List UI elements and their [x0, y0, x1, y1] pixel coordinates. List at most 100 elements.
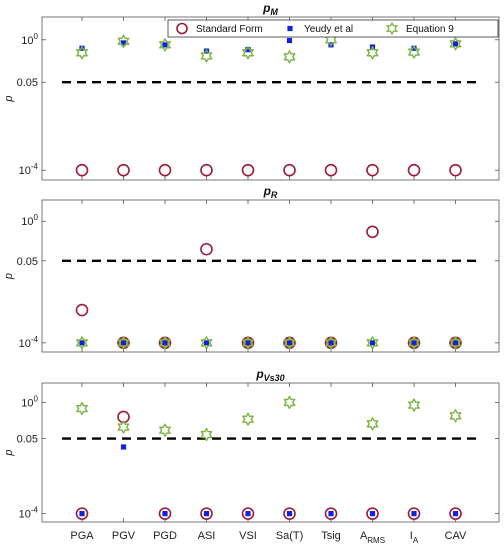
y-axis-label: p	[3, 273, 15, 280]
y-tick-label-base: 10	[21, 216, 33, 228]
panel-title-main: p	[263, 184, 271, 198]
equation9-point	[366, 46, 379, 60]
equation9-point	[76, 336, 88, 350]
y-tick-label-exponent: 0	[34, 394, 39, 403]
y-tick-label: 100	[21, 32, 38, 47]
yeudy-point	[162, 511, 168, 517]
plot-area	[41, 382, 500, 523]
equation9-point	[117, 34, 130, 48]
yeudy-point	[162, 42, 168, 48]
y-tick-label: 100	[21, 213, 38, 228]
equation9-point	[325, 336, 337, 350]
equation9-point	[408, 336, 420, 350]
equation9-point	[159, 38, 171, 52]
x-tick-label: Sa(T)	[276, 530, 304, 542]
yeudy-point	[452, 41, 459, 47]
legend-standard-form-marker	[176, 22, 188, 35]
x-tick-label-base: Tsig	[321, 530, 341, 542]
equation9-point	[449, 409, 462, 423]
x-tick-label: IA	[410, 530, 419, 545]
yeudy-point	[245, 511, 251, 517]
equation9-point	[159, 336, 171, 350]
equation9-point	[283, 395, 296, 410]
yeudy-point	[286, 340, 293, 346]
y-tick-label: 0.05	[17, 434, 38, 446]
panel-title-main: p	[262, 1, 270, 15]
yeudy-point	[120, 40, 127, 46]
x-tick-label: PGD	[153, 530, 177, 542]
yeudy-point	[245, 47, 251, 53]
equation9-point	[159, 423, 171, 437]
yeudy-point	[369, 511, 376, 517]
yeudy-point	[120, 444, 127, 450]
yeudy-point	[411, 340, 417, 346]
equation9-point	[200, 427, 213, 442]
yeudy-point	[286, 511, 293, 517]
x-tick-label-base: CAV	[445, 530, 467, 542]
y-tick-label-exponent: 0	[34, 32, 39, 41]
equation9-point	[283, 336, 296, 350]
y-tick-label: 100	[21, 394, 38, 409]
yeudy-point	[203, 511, 210, 517]
yeudy-point	[245, 340, 251, 346]
y-tick-label-base: 0.05	[17, 434, 38, 446]
y-tick-label-base: 10	[21, 35, 33, 47]
standard-form-point	[241, 163, 255, 177]
equation9-point	[117, 336, 130, 350]
x-tick-label: VSI	[239, 530, 257, 542]
yeudy-point	[452, 511, 459, 517]
standard-form-point	[158, 163, 172, 177]
yeudy-point	[411, 511, 417, 517]
x-tick-label-base: PGV	[112, 530, 136, 542]
panel-title: pVs30	[255, 367, 284, 383]
x-tick-label-base: VSI	[239, 530, 257, 542]
legend-entry-label: Yeudy et al	[304, 24, 353, 35]
equation9-point	[76, 46, 88, 60]
x-tick-label-base: A	[360, 530, 368, 542]
equation9-point	[408, 398, 420, 412]
standard-form-point	[449, 163, 462, 177]
yeudy-point	[286, 37, 293, 44]
equation9-point	[449, 37, 462, 51]
standard-form-point	[75, 163, 89, 177]
standard-form-point	[324, 163, 338, 177]
equation9-point	[117, 420, 130, 434]
yeudy-point	[79, 511, 85, 517]
panel-title-subscript: Vs30	[264, 373, 285, 383]
y-tick-label: 10-4	[19, 506, 39, 521]
legend-yeudy-marker	[287, 25, 293, 32]
x-tick-label-base: PGA	[70, 530, 94, 542]
legend-entry-label: Equation 9	[406, 24, 454, 35]
yeudy-point	[203, 340, 210, 346]
equation9-point	[283, 50, 296, 64]
legend: Standard Form Yeudy et al Equation 9	[167, 19, 499, 38]
panel-title-subscript: M	[270, 7, 278, 17]
y-axis-label: p	[3, 95, 15, 102]
standard-form-point	[200, 242, 213, 256]
standard-form-point	[283, 163, 296, 177]
equation9-point	[242, 336, 254, 350]
x-tick-label-base: I	[410, 530, 413, 542]
y-tick-label-base: 10	[19, 338, 31, 350]
yeudy-point	[411, 45, 417, 51]
x-tick-label: CAV	[445, 530, 467, 542]
y-tick-label-exponent: 0	[34, 213, 39, 222]
equation9-point	[242, 412, 254, 426]
standard-form-point	[117, 163, 130, 177]
panel-title: pR	[263, 184, 278, 200]
y-tick-label-base: 0.05	[17, 256, 38, 268]
equation9-point	[366, 417, 379, 431]
x-tick-label-base: Sa(T)	[276, 530, 304, 542]
standard-form-point	[75, 303, 89, 317]
yeudy-point	[120, 340, 127, 346]
x-tick-label: PGV	[112, 530, 136, 542]
legend-equation9-marker	[386, 21, 398, 36]
panel-title-subscript: R	[271, 190, 278, 200]
yeudy-point	[79, 340, 85, 346]
yeudy-point	[328, 511, 334, 517]
x-tick-label: PGA	[70, 530, 94, 542]
equation9-point	[242, 46, 254, 60]
x-tick-label-base: PGD	[153, 530, 177, 542]
